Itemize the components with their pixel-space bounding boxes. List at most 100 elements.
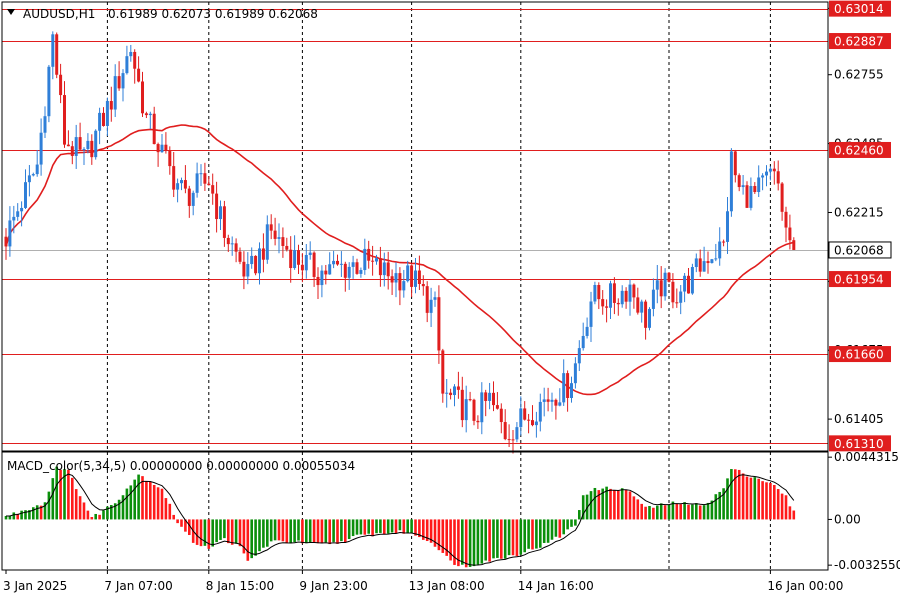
- candle-body: [460, 389, 464, 421]
- candle-body: [655, 280, 659, 290]
- macd-bar: [137, 474, 140, 520]
- candle-body: [593, 284, 597, 302]
- candle-body: [476, 420, 480, 423]
- candle-body: [277, 237, 281, 239]
- macd-bar: [480, 519, 484, 564]
- macd-bar: [406, 519, 409, 534]
- candle-body: [27, 175, 31, 183]
- candle-body: [515, 427, 519, 440]
- candle-body: [199, 173, 203, 175]
- candle-body: [706, 261, 710, 264]
- macd-bar: [679, 504, 682, 520]
- frame-layer: [1, 1, 829, 571]
- macd-bar: [207, 519, 211, 549]
- macd-bar: [234, 519, 238, 544]
- candle-body: [687, 275, 690, 294]
- symbol-label[interactable]: AUDUSD,H1: [23, 7, 95, 21]
- candle-body: [195, 173, 199, 193]
- macd-bar: [500, 519, 503, 559]
- candle-body: [39, 132, 43, 165]
- macd-bar: [402, 519, 406, 534]
- macd-bar: [110, 505, 113, 520]
- moving-average-layer: [5, 124, 795, 396]
- macd-bar: [570, 519, 573, 527]
- candle-body: [570, 383, 573, 398]
- level-price-tag: [829, 346, 891, 363]
- candles-layer[interactable]: [4, 31, 796, 454]
- macd-signal-line: [6, 473, 795, 566]
- macd-bar: [390, 519, 394, 533]
- candle-body: [234, 243, 238, 252]
- candle-body: [152, 113, 156, 145]
- macd-bar: [328, 519, 331, 545]
- candle-body: [768, 168, 772, 172]
- macd-bar: [418, 519, 421, 538]
- macd-bar: [281, 519, 285, 542]
- macd-bar: [519, 519, 523, 555]
- candle-body: [741, 185, 745, 188]
- candle-body: [308, 252, 312, 255]
- candle-body: [109, 101, 113, 110]
- macd-tick-label: 0.00: [834, 512, 861, 526]
- macd-bar: [784, 495, 788, 520]
- candle-body: [433, 297, 437, 300]
- macd-bar: [757, 478, 760, 520]
- macd-bar: [511, 519, 515, 556]
- candle-body: [453, 386, 456, 396]
- candle-body: [359, 270, 363, 274]
- candle-body: [164, 144, 168, 152]
- macd-bar: [788, 506, 792, 520]
- level-price-tag: [829, 435, 891, 452]
- candle-body: [710, 259, 714, 264]
- macd-bar: [273, 519, 277, 541]
- symbol-dropdown-icon[interactable]: [7, 9, 15, 15]
- candle-body: [542, 399, 546, 402]
- macd-bar: [242, 519, 246, 554]
- macd-bar: [461, 519, 464, 565]
- candle-body: [254, 255, 258, 274]
- candle-body: [527, 419, 531, 421]
- candle-body: [589, 301, 593, 327]
- macd-bar: [320, 519, 324, 544]
- macd-bar: [433, 519, 437, 547]
- candle-body: [679, 291, 683, 303]
- time-axis: 3 Jan 2025 7 Jan 07:00 8 Jan 15:00 9 Jan 23…: [3, 570, 843, 593]
- macd-bar: [558, 519, 562, 538]
- macd-bar: [652, 507, 655, 520]
- macd-bar: [172, 514, 175, 520]
- candle-body: [351, 262, 355, 267]
- candle-body: [242, 261, 246, 277]
- macd-bar: [546, 519, 550, 543]
- candle-body: [24, 182, 27, 208]
- time-tick-label: 8 Jan 15:00: [206, 579, 274, 593]
- candle-body: [441, 350, 445, 394]
- candle-body: [683, 275, 687, 292]
- candle-body: [191, 192, 195, 206]
- macd-bar: [531, 519, 534, 550]
- macd-bar: [472, 519, 476, 567]
- macd-bar: [449, 519, 452, 561]
- price-tick-label: 0.61405: [834, 412, 884, 426]
- candle-body: [449, 392, 453, 396]
- candle-body: [414, 270, 417, 287]
- candle-body: [644, 301, 648, 328]
- macd-bar: [141, 476, 144, 520]
- candle-body: [484, 392, 488, 401]
- macd-bar: [266, 519, 269, 547]
- level-price-tag: [829, 0, 891, 17]
- macd-bar: [714, 494, 718, 520]
- macd-bar: [488, 519, 491, 562]
- macd-bar: [121, 495, 125, 520]
- candle-body: [382, 262, 386, 276]
- macd-bar: [605, 486, 608, 520]
- macd-bar: [769, 482, 772, 520]
- macd-bar: [12, 512, 16, 520]
- macd-bar: [78, 496, 82, 520]
- macd-bar: [117, 499, 121, 520]
- macd-bar: [507, 519, 511, 556]
- candle-body: [320, 270, 324, 286]
- candle-body: [722, 241, 726, 243]
- macd-bar: [589, 491, 593, 520]
